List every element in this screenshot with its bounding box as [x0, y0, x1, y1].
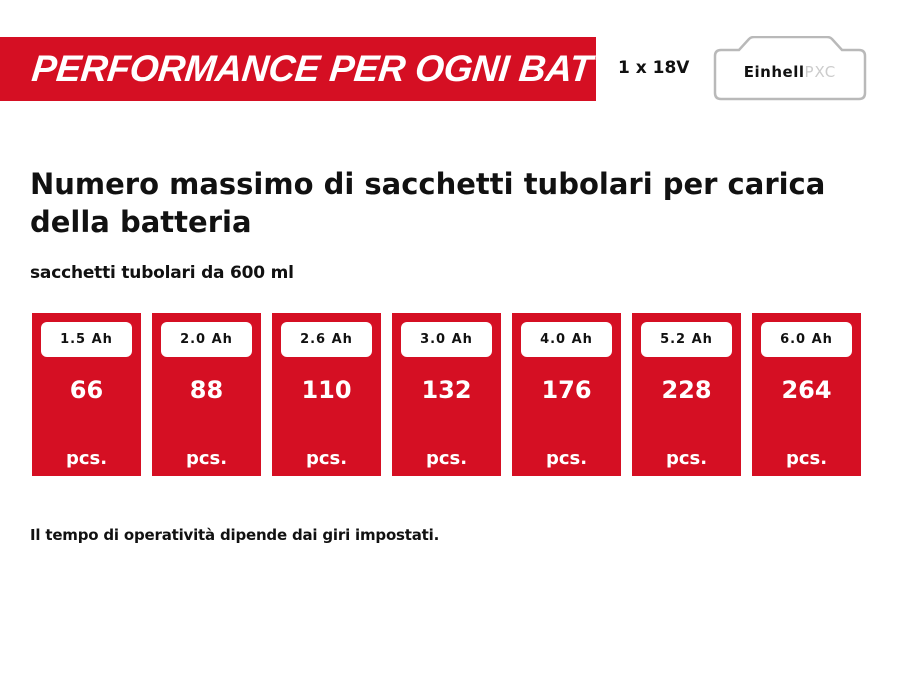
brand-name: Einhell: [743, 63, 805, 81]
capacity-label: 5.2 Ah: [641, 322, 732, 357]
count-unit: pcs.: [185, 448, 228, 469]
capacity-label: 1.5 Ah: [41, 322, 132, 357]
count-unit: pcs.: [425, 448, 468, 469]
capacity-card: 5.2 Ah 228 pcs.: [632, 313, 741, 476]
count-unit: pcs.: [785, 448, 828, 469]
brand-logo: EinhellPXC: [723, 63, 857, 81]
capacity-card: 4.0 Ah 176 pcs.: [512, 313, 621, 476]
bag-count: 132: [421, 376, 472, 404]
count-unit: pcs.: [305, 448, 348, 469]
bag-count: 110: [301, 376, 352, 404]
title-banner: PERFORMANCE PER OGNI BATTERIA: [0, 37, 704, 101]
count-unit: pcs.: [665, 448, 708, 469]
subheading: sacchetti tubolari da 600 ml: [30, 263, 294, 283]
page-heading: Numero massimo di sacchetti tubolari per…: [30, 167, 826, 239]
battery-pack-icon: EinhellPXC: [709, 36, 871, 102]
bag-count: 88: [189, 376, 224, 404]
capacity-label: 4.0 Ah: [521, 322, 612, 357]
capacity-cards: 1.5 Ah 66 pcs. 2.0 Ah 88 pcs. 2.6 Ah 110…: [32, 313, 862, 476]
capacity-label: 2.6 Ah: [281, 322, 372, 357]
count-unit: pcs.: [545, 448, 588, 469]
bag-count: 264: [781, 376, 832, 404]
capacity-label: 3.0 Ah: [401, 322, 492, 357]
voltage-label: 1 x 18V: [618, 58, 690, 78]
brand-line: PXC: [804, 63, 837, 81]
capacity-card: 3.0 Ah 132 pcs.: [392, 313, 501, 476]
bag-count: 66: [69, 376, 104, 404]
count-unit: pcs.: [65, 448, 108, 469]
capacity-card: 6.0 Ah 264 pcs.: [752, 313, 861, 476]
capacity-label: 2.0 Ah: [161, 322, 252, 357]
capacity-card: 2.0 Ah 88 pcs.: [152, 313, 261, 476]
footnote: Il tempo di operatività dipende dai giri…: [30, 526, 440, 544]
battery-outline: [713, 36, 867, 101]
capacity-card: 1.5 Ah 66 pcs.: [32, 313, 141, 476]
capacity-label: 6.0 Ah: [761, 322, 852, 357]
bag-count: 176: [541, 376, 592, 404]
banner-title: PERFORMANCE PER OGNI BATTERIA: [29, 48, 705, 89]
capacity-card: 2.6 Ah 110 pcs.: [272, 313, 381, 476]
bag-count: 228: [661, 376, 712, 404]
